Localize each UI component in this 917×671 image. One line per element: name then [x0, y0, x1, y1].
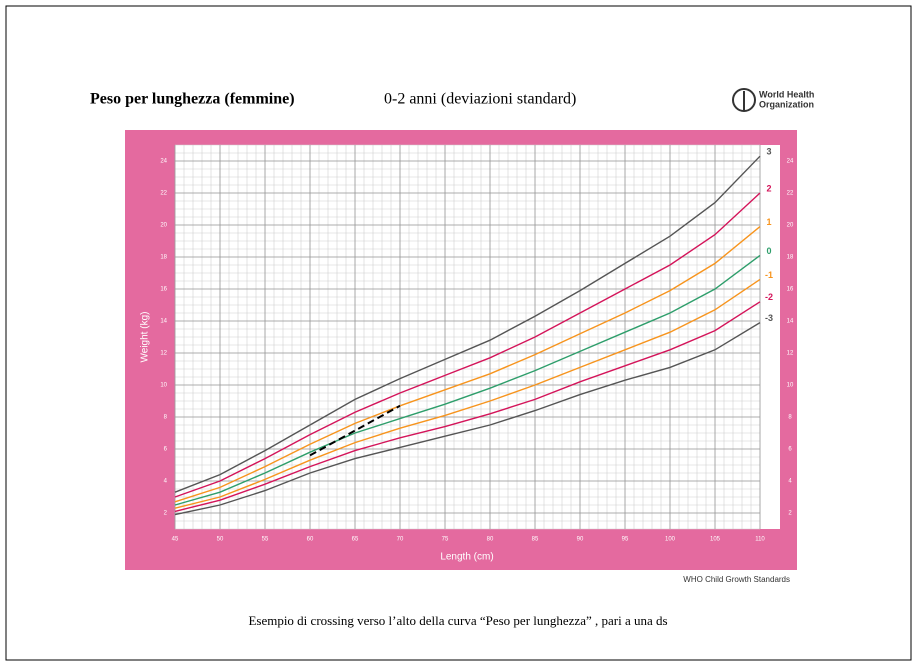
x-tick-label: 85 [532, 537, 539, 543]
x-tick-label: 80 [487, 537, 494, 543]
y-tick-label: 14 [160, 319, 167, 325]
legend-label: 2 [766, 183, 771, 193]
y-tick-label: 18 [160, 255, 167, 261]
y-tick-label: 8 [788, 415, 792, 421]
x-tick-label: 55 [262, 537, 269, 543]
series-line [174, 278, 761, 509]
x-tick-label: 50 [217, 537, 224, 543]
series-line [174, 301, 761, 513]
x-tick-label: 70 [397, 537, 404, 543]
x-tick-label: 90 [577, 537, 584, 543]
x-axis-title: Length (cm) [440, 552, 493, 563]
x-tick-label: 65 [352, 537, 359, 543]
series-line [174, 155, 761, 493]
y-tick-label: 12 [160, 351, 167, 357]
series-line [174, 322, 761, 516]
chart-subtitle: 0-2 anni (deviazioni standard) [384, 91, 576, 108]
logo-emblem [732, 88, 756, 112]
caption: Esempio di crossing verso l’alto della c… [248, 613, 667, 628]
y-axis-title: Weight (kg) [140, 312, 151, 363]
y-tick-label: 20 [787, 223, 794, 229]
x-tick-label: 105 [710, 537, 721, 543]
x-tick-label: 45 [172, 537, 179, 543]
y-tick-label: 12 [787, 351, 794, 357]
logo-text: World Health [759, 89, 814, 99]
y-tick-label: 10 [160, 383, 167, 389]
x-tick-label: 95 [622, 537, 629, 543]
y-tick-label: 24 [787, 159, 794, 165]
legend-label: -3 [765, 313, 773, 323]
x-tick-label: 75 [442, 537, 449, 543]
y-tick-label: 4 [164, 479, 168, 485]
y-tick-label: 22 [787, 191, 794, 197]
y-tick-label: 6 [788, 447, 792, 453]
y-tick-label: 24 [160, 159, 167, 165]
logo-text: Organization [759, 99, 814, 109]
legend-label: 1 [766, 217, 771, 227]
series-line [174, 254, 761, 506]
y-tick-label: 18 [787, 255, 794, 261]
y-tick-label: 6 [164, 447, 168, 453]
y-tick-label: 16 [160, 287, 167, 293]
series-line [174, 226, 761, 503]
legend-label: -1 [765, 270, 773, 280]
crossing-line [309, 404, 401, 457]
who-logo: World Health Organization [732, 88, 814, 112]
y-tick-label: 16 [787, 287, 794, 293]
y-tick-label: 20 [160, 223, 167, 229]
x-tick-label: 110 [755, 537, 765, 543]
y-tick-label: 2 [788, 511, 792, 517]
y-tick-label: 8 [164, 415, 168, 421]
y-tick-label: 2 [164, 511, 168, 517]
y-tick-label: 4 [788, 479, 792, 485]
y-tick-label: 10 [787, 383, 794, 389]
legend-label: 3 [766, 147, 771, 157]
series-line [174, 192, 761, 498]
legend-label: -2 [765, 292, 773, 302]
y-tick-label: 14 [787, 319, 794, 325]
legend-label: 0 [766, 246, 771, 256]
chart-title: Peso per lunghezza (femmine) [90, 91, 295, 108]
x-tick-label: 100 [665, 537, 676, 543]
x-tick-label: 60 [307, 537, 314, 543]
y-tick-label: 22 [160, 191, 167, 197]
source-note: WHO Child Growth Standards [683, 575, 790, 584]
